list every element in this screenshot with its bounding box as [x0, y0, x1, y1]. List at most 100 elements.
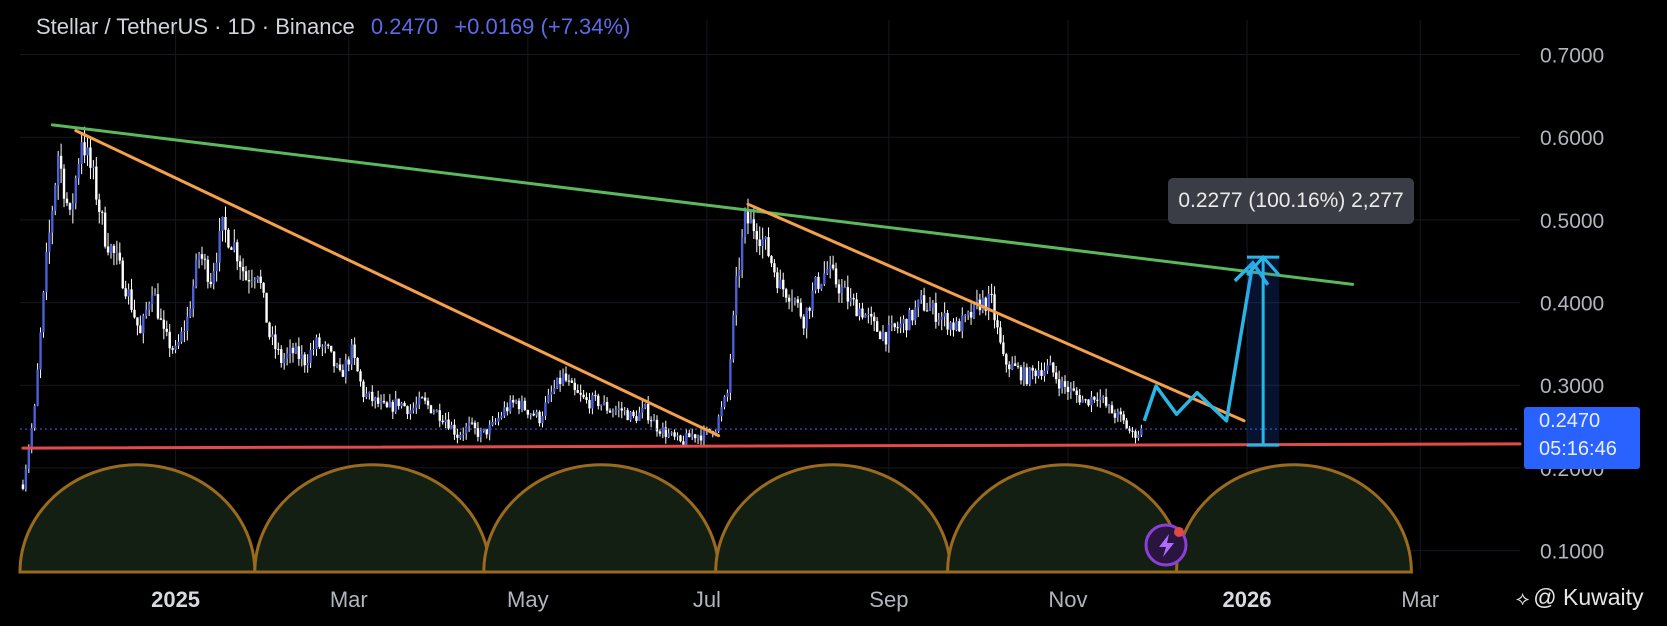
- candle-body: [500, 415, 503, 418]
- candle-body: [506, 407, 509, 412]
- candle-body: [153, 294, 157, 296]
- candle-body: [1072, 388, 1076, 391]
- candle-body: [488, 424, 491, 435]
- candle-body: [796, 299, 800, 303]
- candle-body: [1113, 413, 1117, 418]
- candle-body: [911, 310, 914, 321]
- candle-body: [787, 297, 791, 302]
- candle-body: [591, 395, 594, 409]
- candle-body: [394, 398, 397, 412]
- candle-body: [206, 259, 210, 282]
- y-tick-label: 0.5000: [1540, 210, 1604, 233]
- candle-body: [529, 413, 532, 415]
- candle-body: [635, 416, 638, 421]
- current-price-tag: 0.2470 05:16:46: [1524, 407, 1640, 469]
- candle-body: [39, 332, 42, 370]
- candle-body: [341, 370, 345, 377]
- candle-body: [438, 410, 441, 421]
- candle-body: [100, 211, 104, 213]
- candle-body: [887, 325, 891, 345]
- candle-body: [420, 397, 424, 399]
- candle-body: [861, 308, 864, 318]
- candle-body: [497, 417, 500, 422]
- candle-body: [95, 166, 98, 200]
- candle-body: [870, 314, 873, 317]
- candle-body: [318, 337, 321, 348]
- y-tick-label: 0.3000: [1540, 375, 1604, 398]
- candle-body: [203, 258, 207, 260]
- candle-body: [139, 325, 142, 334]
- candle-body: [59, 155, 63, 169]
- candle-body: [1043, 370, 1046, 376]
- candle-body: [638, 412, 641, 421]
- candle-body: [1096, 399, 1099, 401]
- watermark: ⟡ @ Kuwaity: [1516, 584, 1644, 611]
- candle-body: [409, 410, 412, 415]
- candle-body: [247, 279, 251, 282]
- candle-body: [867, 314, 870, 316]
- candle-body: [288, 347, 292, 354]
- candle-body: [103, 212, 107, 247]
- candle-body: [186, 316, 189, 331]
- candle-body: [949, 322, 952, 330]
- candle-body: [244, 271, 248, 280]
- candle-body: [1040, 370, 1043, 376]
- candle-body: [1122, 414, 1125, 421]
- candle-body: [538, 411, 541, 424]
- candle-body: [183, 330, 186, 332]
- candle-body: [1063, 381, 1067, 387]
- cycle-arc: [946, 463, 1184, 574]
- candle-body: [83, 142, 86, 156]
- candle-body: [588, 399, 591, 409]
- candle-body: [585, 397, 588, 400]
- candle-body: [702, 430, 706, 441]
- candle-body: [1005, 354, 1008, 365]
- candle-body: [112, 245, 116, 253]
- candle-body: [937, 319, 940, 322]
- candle-body: [1022, 367, 1026, 381]
- candle-body: [770, 256, 773, 264]
- candle-body: [946, 313, 949, 330]
- binance-diamond-icon: ⟡: [1516, 588, 1530, 610]
- candle-body: [905, 319, 908, 331]
- x-tick-label: May: [507, 587, 549, 612]
- candle-body: [127, 289, 130, 297]
- candle-body: [209, 281, 213, 285]
- candle-body: [491, 422, 494, 425]
- candle-body: [764, 237, 767, 240]
- candle-body: [732, 315, 735, 360]
- candle-body: [834, 268, 838, 285]
- candle-body: [799, 302, 803, 317]
- candle-body: [676, 435, 679, 437]
- candle-body: [470, 422, 474, 424]
- candle-body: [109, 245, 113, 253]
- symbol-title[interactable]: Stellar / TetherUS · 1D · Binance: [36, 14, 355, 39]
- candle-body: [746, 210, 750, 224]
- candle-body: [655, 419, 659, 432]
- candle-body: [418, 397, 421, 405]
- candle-body: [602, 402, 606, 405]
- candle-body: [931, 302, 935, 308]
- lightning-icon[interactable]: [1144, 523, 1188, 567]
- candle-body: [864, 314, 867, 318]
- candle-body: [432, 411, 436, 414]
- x-tick-label: Nov: [1048, 587, 1087, 612]
- candle-body: [961, 315, 964, 332]
- candle-body: [1019, 367, 1023, 381]
- candle-body: [224, 217, 227, 230]
- candle-body: [397, 398, 400, 406]
- candle-body: [837, 284, 841, 294]
- candle-body: [1016, 365, 1020, 368]
- candle-body: [124, 288, 127, 297]
- candle-body: [306, 362, 309, 366]
- candle-body: [1034, 370, 1037, 377]
- candle-body: [371, 391, 374, 402]
- trendline-orange-1: [74, 129, 721, 438]
- candle-body: [262, 282, 265, 293]
- candle-body: [896, 327, 899, 329]
- candle-body: [1134, 431, 1137, 438]
- last-price: 0.2470: [370, 14, 439, 39]
- candle-body: [54, 185, 57, 211]
